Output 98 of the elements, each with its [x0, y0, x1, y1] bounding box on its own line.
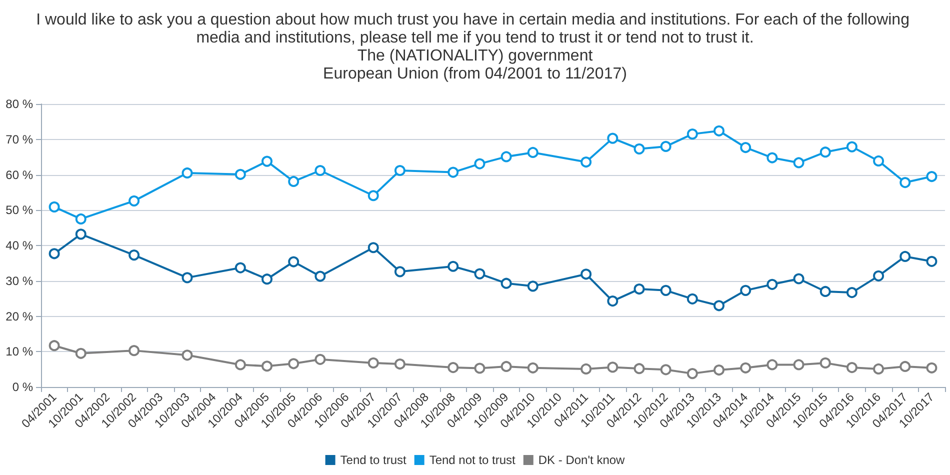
point: [714, 125, 724, 136]
point: [314, 165, 326, 176]
y-tick-label: 0 %: [12, 380, 34, 394]
point: [48, 201, 60, 212]
point: [368, 190, 379, 202]
point: [448, 260, 459, 272]
point: [262, 274, 272, 285]
point: [527, 362, 538, 374]
point: [182, 167, 193, 178]
point: [686, 293, 698, 304]
chart-subtitle: The (NATIONALITY) government European Union (from 04/2001 to 11/2017): [323, 48, 627, 82]
legend-label: DK - Don't know: [538, 453, 626, 467]
point: [740, 142, 752, 154]
point: [48, 248, 60, 260]
point: [394, 165, 406, 176]
point: [634, 284, 645, 295]
point: [846, 362, 858, 374]
y-tick-label: 60 %: [6, 168, 34, 182]
point: [500, 151, 512, 162]
point: [634, 363, 645, 374]
point: [926, 171, 938, 182]
point: [234, 359, 246, 370]
point: [474, 362, 486, 374]
point: [527, 280, 538, 292]
y-tick-label: 20 %: [6, 309, 34, 324]
point: [288, 176, 300, 187]
y-tick-label: 50 %: [6, 203, 34, 218]
point: [368, 242, 379, 254]
point: [182, 350, 193, 361]
point: [394, 266, 406, 278]
point: [607, 132, 618, 144]
point: [634, 143, 645, 154]
point: [660, 364, 672, 376]
point: [740, 362, 752, 374]
point: [766, 278, 778, 290]
point: [500, 278, 512, 289]
point: [793, 157, 804, 168]
point: [128, 345, 140, 356]
point: [686, 128, 698, 140]
point: [873, 155, 884, 166]
legend-label: Tend not to trust: [429, 453, 516, 467]
point: [182, 272, 193, 284]
point: [314, 270, 326, 282]
point: [128, 250, 140, 261]
point: [75, 348, 86, 359]
point: [474, 268, 486, 280]
point: [580, 363, 592, 374]
point: [873, 270, 884, 282]
point: [873, 363, 884, 374]
point: [75, 228, 86, 240]
point: [900, 360, 911, 372]
point: [314, 354, 326, 365]
point: [262, 156, 272, 167]
point: [448, 166, 459, 178]
point: [128, 195, 140, 206]
point: [926, 256, 938, 267]
point: [714, 300, 724, 312]
point: [234, 168, 246, 180]
point: [766, 359, 778, 370]
point: [580, 156, 592, 168]
y-tick-label: 40 %: [6, 238, 34, 252]
point: [527, 146, 538, 158]
point: [793, 359, 804, 370]
point: [926, 362, 938, 374]
point: [820, 357, 831, 368]
point: [714, 364, 724, 376]
y-tick-label: 30 %: [6, 274, 34, 288]
point: [660, 140, 672, 152]
point: [820, 146, 831, 158]
y-tick-label: 80 %: [6, 97, 34, 111]
legend-label: Tend to trust: [340, 453, 407, 467]
point: [686, 368, 698, 380]
point: [900, 250, 911, 262]
point: [846, 287, 858, 298]
chart-title: I would like to ask you a question about how much trust you have in certain media and institutions. For each of the following media and institutions, please tell me if you tend to trust it or tend not to trust it.: [36, 12, 914, 46]
point: [234, 262, 246, 274]
point: [394, 358, 406, 370]
y-tick-label: 70 %: [6, 132, 34, 146]
point: [607, 296, 618, 307]
point: [288, 358, 300, 370]
point: [740, 284, 752, 296]
point: [288, 256, 300, 268]
point: [368, 357, 379, 368]
y-tick-label: 10 %: [6, 344, 34, 359]
point: [607, 362, 618, 373]
point: [48, 340, 60, 352]
point: [474, 158, 486, 170]
point: [900, 177, 911, 188]
point: [75, 213, 86, 224]
point: [262, 360, 272, 372]
point: [793, 273, 804, 284]
point: [846, 141, 858, 152]
point: [660, 284, 672, 296]
point: [448, 362, 459, 374]
point: [500, 360, 512, 372]
point: [766, 152, 778, 164]
point: [820, 286, 831, 297]
point: [580, 268, 592, 280]
